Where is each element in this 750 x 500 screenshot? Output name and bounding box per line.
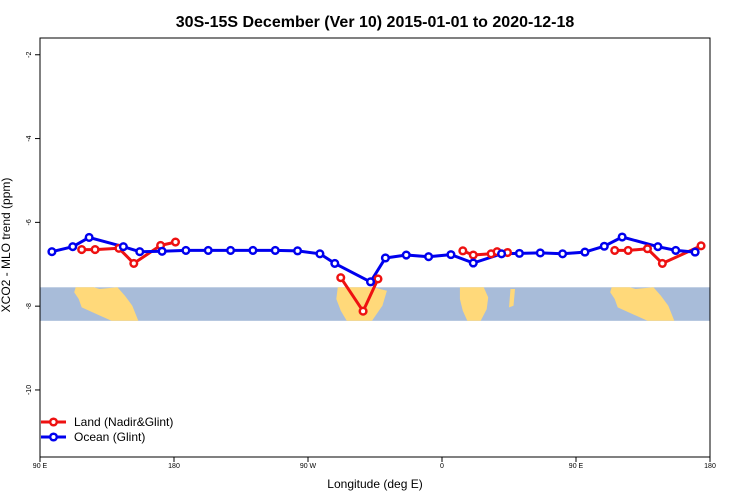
ocean-data-point [365, 277, 376, 287]
y-axis-label: XCO2 - MLO trend (ppm) [0, 178, 13, 313]
ocean-data-point [497, 249, 507, 259]
land-australia [74, 287, 139, 321]
plot-frame [39, 37, 711, 458]
ocean-data-point [248, 245, 258, 255]
legend-ocean-marker [48, 432, 59, 442]
ocean-data-point [468, 258, 478, 268]
ocean-data-point [330, 258, 340, 268]
y-tick-label: -6 [26, 219, 33, 225]
series-layer [47, 232, 706, 316]
land-data-point [77, 245, 87, 255]
chart-title: 30S-15S December (Ver 10) 2015-01-01 to … [176, 14, 575, 31]
ocean-data-point [424, 252, 434, 262]
ocean-data-point [68, 242, 78, 252]
land-data-point [129, 258, 139, 268]
x-tick-label: 90 W [300, 463, 317, 470]
land-data-point [358, 306, 368, 316]
ocean-data-point [446, 250, 456, 260]
ocean-data-point [135, 247, 145, 257]
x-tick-label: 0 [440, 463, 444, 470]
legend-land-label: Land (Nadir&Glint) [74, 415, 173, 429]
land-data-point [610, 245, 620, 255]
land-africa [459, 287, 489, 321]
ocean-data-point [203, 245, 213, 255]
legend-land-marker [48, 417, 59, 427]
ocean-data-point [380, 253, 390, 263]
land-data-point [170, 237, 181, 247]
land-data-point [468, 250, 478, 260]
land-australia-repeat [610, 287, 675, 321]
land-data-point [458, 246, 468, 256]
land-data-point [642, 244, 653, 254]
world-map-band [40, 287, 710, 321]
land-madagascar [509, 289, 515, 308]
y-axis: -2 -4 -6 -8 -10 [26, 52, 40, 395]
land-data-point [90, 245, 100, 255]
ocean-series-line [51, 235, 696, 284]
ocean-data-point [671, 245, 681, 255]
ocean-data-point [226, 245, 236, 255]
ocean-data-point [653, 242, 663, 252]
y-tick-label: -8 [26, 303, 33, 309]
ocean-data-point [181, 245, 191, 255]
x-axis: 90 E 180 90 W 0 90 E 180 [33, 457, 716, 470]
y-tick-label: -4 [26, 135, 33, 141]
ocean-data-point [617, 232, 627, 242]
ocean-data-point [118, 242, 128, 252]
ocean-data-point [270, 245, 280, 255]
land-south-america [336, 287, 387, 321]
ocean-data-point [84, 232, 94, 242]
legend-ocean-label: Ocean (Glint) [74, 430, 145, 444]
land-data-point [373, 274, 383, 284]
y-tick-label: -2 [26, 52, 33, 58]
land-data-point [657, 258, 667, 268]
ocean-data-point [47, 247, 57, 257]
x-tick-label: 90 E [33, 463, 48, 470]
land-data-point [623, 245, 633, 255]
ocean-data-point [401, 250, 411, 260]
land-data-point [336, 273, 346, 283]
y-tick-label: -10 [26, 385, 33, 395]
ocean-data-point [293, 246, 303, 256]
ocean-data-point [535, 248, 545, 258]
ocean-data-point [558, 249, 568, 259]
legend: Land (Nadir&Glint)Ocean (Glint) [41, 415, 173, 444]
ocean-data-point [599, 241, 609, 251]
ocean-data-point [580, 247, 590, 257]
land-data-point [696, 241, 706, 251]
ocean-data-point [157, 246, 167, 256]
ocean-data-point [514, 248, 524, 258]
x-tick-label: 180 [168, 463, 180, 470]
x-tick-label: 90 E [569, 463, 584, 470]
x-axis-label: Longitude (deg E) [327, 477, 422, 491]
ocean-data-point [315, 249, 325, 259]
x-tick-label: 180 [704, 463, 716, 470]
ocean-data-point [690, 247, 700, 257]
